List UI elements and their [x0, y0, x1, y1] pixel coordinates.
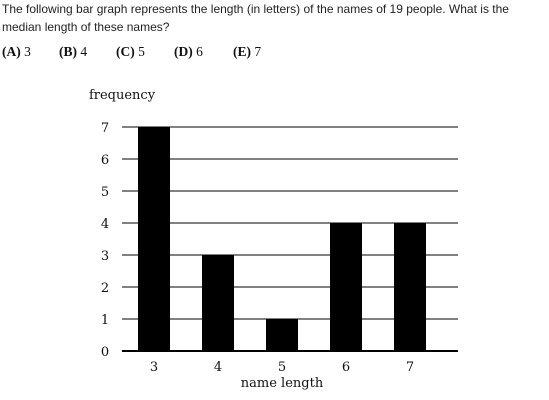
choice-e-letter: (E)	[233, 44, 251, 59]
bar-6	[330, 223, 362, 351]
x-tick-label-4: 4	[214, 360, 222, 375]
choice-b[interactable]: (B) 4	[59, 44, 87, 60]
x-tick-label-7: 7	[406, 360, 414, 375]
choice-d-letter: (D)	[174, 44, 193, 59]
y-tick-label-1: 1	[101, 313, 109, 328]
choice-d-value: 6	[196, 44, 203, 59]
x-tick-label-3: 3	[150, 360, 158, 375]
choice-c-letter: (C)	[116, 44, 135, 59]
choice-b-value: 4	[80, 44, 88, 59]
answer-choices: (A) 3 (B) 4 (C) 5 (D) 6 (E) 7	[2, 44, 542, 64]
x-tick-label-6: 6	[342, 360, 350, 375]
choice-c-value: 5	[138, 44, 145, 59]
y-tick-label-5: 5	[101, 185, 109, 200]
choice-d[interactable]: (D) 6	[174, 44, 203, 60]
choice-a-letter: (A)	[2, 44, 21, 59]
y-tick-label-7: 7	[101, 121, 109, 136]
y-tick-label-2: 2	[101, 281, 109, 296]
y-tick-label-6: 6	[101, 153, 109, 168]
y-axis-label: frequency	[89, 88, 156, 103]
choice-c[interactable]: (C) 5	[116, 44, 145, 60]
choice-a-value: 3	[24, 44, 31, 59]
bar-4	[202, 255, 234, 351]
x-tick-label-5: 5	[278, 360, 286, 375]
y-tick-label-0: 0	[101, 345, 109, 360]
choice-b-letter: (B)	[59, 44, 77, 59]
bar-5	[266, 319, 298, 351]
question-text: The following bar graph represents the l…	[2, 2, 509, 34]
choice-a[interactable]: (A) 3	[2, 44, 31, 60]
x-axis-label: name length	[241, 376, 324, 391]
bar-7	[394, 223, 426, 351]
bar-3	[138, 127, 170, 351]
y-tick-label-4: 4	[101, 217, 109, 232]
choice-e-value: 7	[254, 44, 262, 59]
y-tick-label-3: 3	[101, 249, 109, 264]
choice-e[interactable]: (E) 7	[233, 44, 261, 60]
